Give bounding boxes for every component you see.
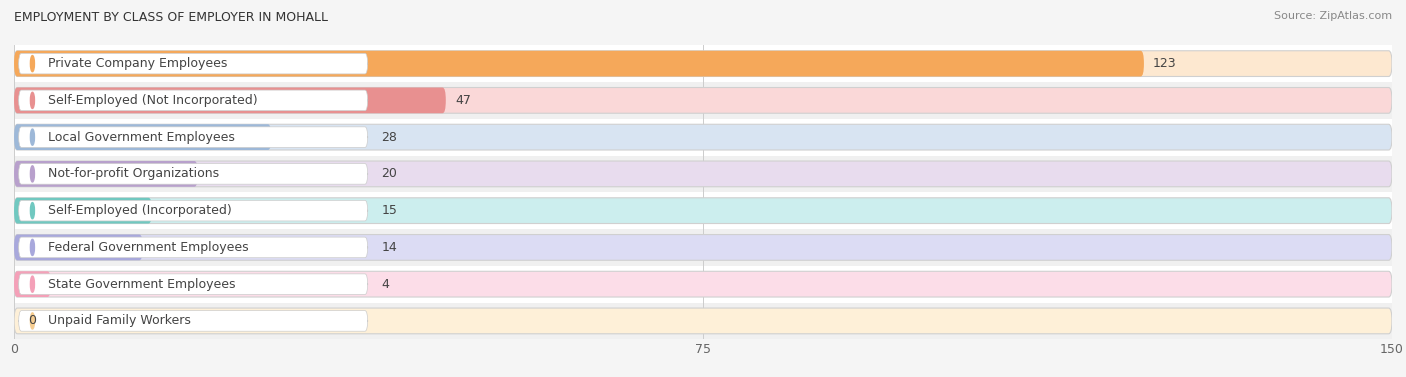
- Bar: [14, 192, 1392, 229]
- Text: 14: 14: [381, 241, 398, 254]
- Text: EMPLOYMENT BY CLASS OF EMPLOYER IN MOHALL: EMPLOYMENT BY CLASS OF EMPLOYER IN MOHAL…: [14, 11, 328, 24]
- Text: Local Government Employees: Local Government Employees: [48, 131, 235, 144]
- FancyBboxPatch shape: [14, 161, 1392, 187]
- FancyBboxPatch shape: [14, 87, 1392, 113]
- Text: 20: 20: [381, 167, 398, 180]
- Circle shape: [31, 129, 35, 145]
- Bar: [14, 45, 1392, 82]
- FancyBboxPatch shape: [18, 90, 368, 111]
- Circle shape: [31, 239, 35, 256]
- FancyBboxPatch shape: [18, 200, 368, 221]
- Bar: [14, 302, 1392, 339]
- Circle shape: [31, 276, 35, 292]
- Text: 0: 0: [28, 314, 35, 327]
- FancyBboxPatch shape: [14, 198, 1392, 224]
- Text: Unpaid Family Workers: Unpaid Family Workers: [48, 314, 191, 327]
- Text: Private Company Employees: Private Company Employees: [48, 57, 228, 70]
- Text: Self-Employed (Not Incorporated): Self-Employed (Not Incorporated): [48, 94, 257, 107]
- Text: Source: ZipAtlas.com: Source: ZipAtlas.com: [1274, 11, 1392, 21]
- Circle shape: [31, 313, 35, 329]
- FancyBboxPatch shape: [14, 51, 1144, 77]
- FancyBboxPatch shape: [14, 124, 271, 150]
- FancyBboxPatch shape: [14, 308, 1392, 334]
- FancyBboxPatch shape: [18, 53, 368, 74]
- Circle shape: [31, 166, 35, 182]
- FancyBboxPatch shape: [14, 124, 1392, 150]
- FancyBboxPatch shape: [14, 198, 152, 224]
- FancyBboxPatch shape: [18, 127, 368, 147]
- FancyBboxPatch shape: [14, 271, 1392, 297]
- Bar: [14, 156, 1392, 192]
- Bar: [14, 119, 1392, 156]
- Text: Self-Employed (Incorporated): Self-Employed (Incorporated): [48, 204, 232, 217]
- FancyBboxPatch shape: [14, 234, 142, 260]
- Circle shape: [31, 92, 35, 109]
- Text: 15: 15: [381, 204, 398, 217]
- Text: Federal Government Employees: Federal Government Employees: [48, 241, 249, 254]
- FancyBboxPatch shape: [14, 161, 198, 187]
- FancyBboxPatch shape: [18, 237, 368, 258]
- Text: 47: 47: [456, 94, 471, 107]
- FancyBboxPatch shape: [18, 164, 368, 184]
- Text: 4: 4: [381, 278, 389, 291]
- FancyBboxPatch shape: [14, 51, 1392, 77]
- Circle shape: [31, 202, 35, 219]
- FancyBboxPatch shape: [18, 311, 368, 331]
- FancyBboxPatch shape: [14, 271, 51, 297]
- Bar: [14, 266, 1392, 302]
- FancyBboxPatch shape: [18, 274, 368, 294]
- Circle shape: [31, 55, 35, 72]
- Bar: [14, 82, 1392, 119]
- FancyBboxPatch shape: [14, 87, 446, 113]
- Text: 123: 123: [1153, 57, 1177, 70]
- Text: 28: 28: [381, 131, 398, 144]
- Text: Not-for-profit Organizations: Not-for-profit Organizations: [48, 167, 219, 180]
- Text: State Government Employees: State Government Employees: [48, 278, 236, 291]
- Bar: [14, 229, 1392, 266]
- FancyBboxPatch shape: [14, 234, 1392, 260]
